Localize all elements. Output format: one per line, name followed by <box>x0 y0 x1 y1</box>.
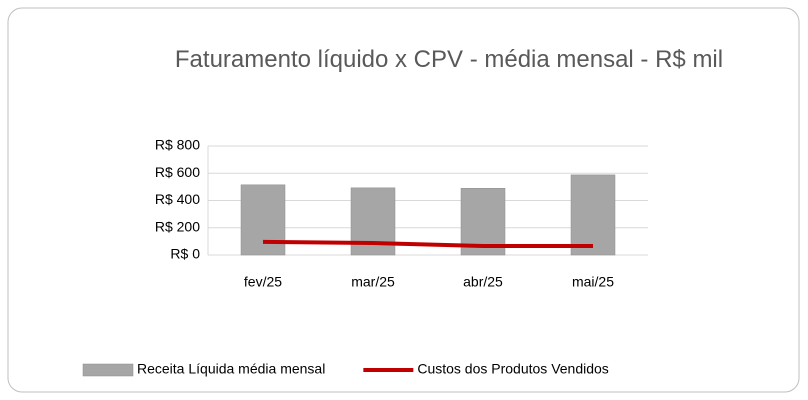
legend-swatch <box>82 363 134 377</box>
y-tick-label: R$ 200 <box>155 218 200 234</box>
y-tick-label: R$ 0 <box>170 246 200 262</box>
legend-label: Custos dos Produtos Vendidos <box>417 361 608 377</box>
y-tick-label: R$ 800 <box>155 137 200 153</box>
x-tick-label: fev/25 <box>244 274 282 290</box>
legend-label: Receita Líquida média mensal <box>137 361 325 377</box>
x-tick-label: abr/25 <box>463 274 503 290</box>
bar <box>570 174 616 256</box>
line <box>262 239 593 249</box>
y-tick-label: R$ 600 <box>155 164 200 180</box>
y-tick-label: R$ 400 <box>155 191 200 207</box>
x-tick-label: mai/25 <box>572 274 614 290</box>
chart-title: Faturamento líquido x CPV - média mensal… <box>174 46 724 73</box>
bar <box>240 184 286 256</box>
x-tick-label: mar/25 <box>351 274 395 290</box>
